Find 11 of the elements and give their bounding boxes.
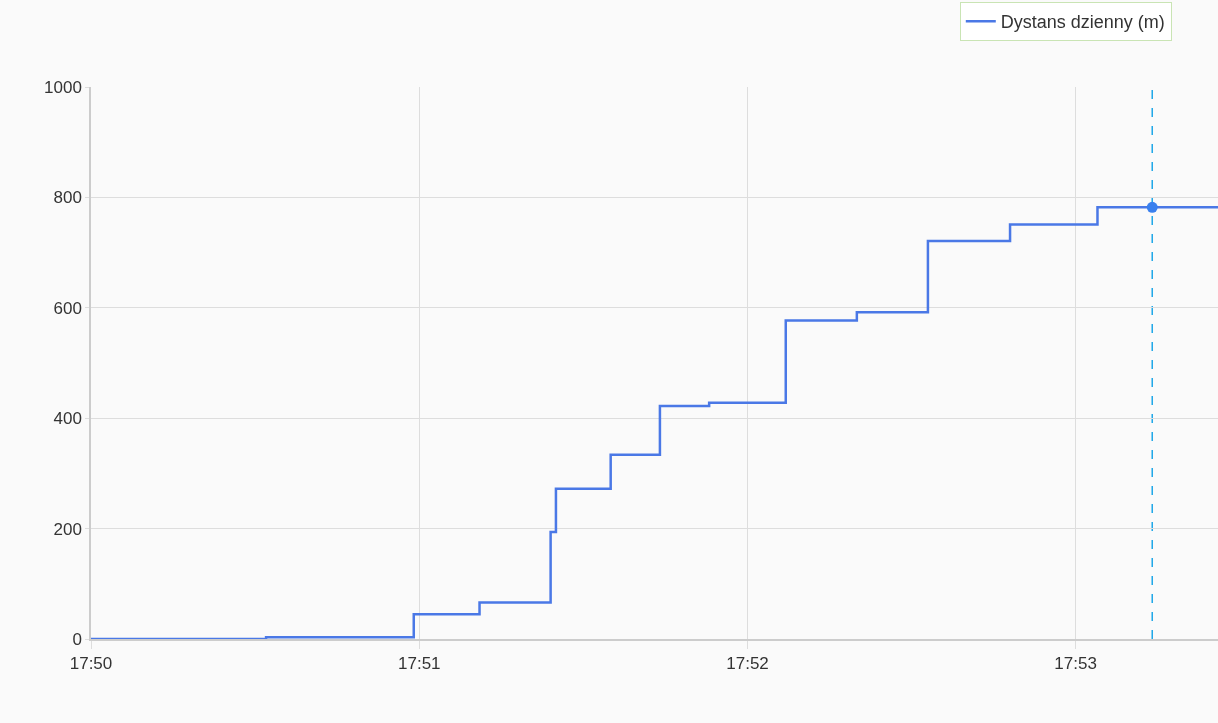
x-tick-label: 17:51	[398, 654, 441, 674]
x-tick-label: 17:53	[1054, 654, 1097, 674]
y-tick-label: 1000	[44, 77, 82, 97]
x-tick-label: 17:52	[726, 654, 769, 674]
y-tick-label: 400	[53, 409, 82, 429]
y-tick-label: 0	[72, 629, 82, 649]
x-tick-label: 17:50	[69, 654, 113, 674]
y-tick-label: 800	[53, 188, 82, 208]
y-tick-label: 600	[53, 298, 82, 318]
legend-label: Dystans dzienny (m)	[1000, 12, 1165, 33]
y-tick-label: 200	[53, 519, 82, 539]
